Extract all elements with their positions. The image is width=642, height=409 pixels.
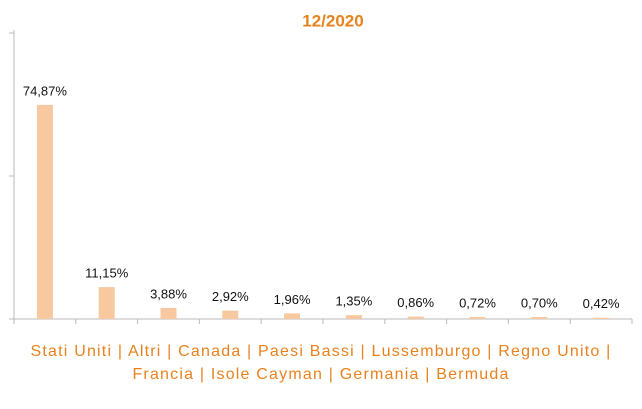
bar — [98, 287, 115, 319]
value-label: 11,15% — [85, 266, 129, 281]
x-axis-label: Stati Uniti | Altri | Canada | Paesi Bas… — [30, 343, 612, 383]
value-label: 2,92% — [212, 289, 249, 304]
value-label: 1,96% — [274, 292, 311, 307]
value-label: 0,72% — [459, 295, 496, 310]
value-label: 0,42% — [583, 296, 620, 311]
value-label: 1,35% — [335, 294, 372, 309]
chart: 12/2020 74,87% 11,15% 3,88% 2,92% 1,96% 1,35%… — [9, 11, 633, 324]
chart-title: 12/2020 — [302, 11, 363, 30]
bar — [284, 313, 301, 319]
bar — [345, 315, 362, 319]
bar — [222, 310, 239, 319]
bar — [160, 307, 177, 319]
value-label: 74,87% — [23, 83, 68, 98]
bar — [469, 316, 486, 319]
bar — [593, 317, 610, 319]
value-label: 3,88% — [150, 286, 187, 301]
bar — [36, 104, 53, 320]
value-label: 0,86% — [397, 295, 434, 310]
bar — [531, 316, 548, 319]
value-label: 0,70% — [521, 295, 558, 310]
bar — [407, 316, 424, 319]
